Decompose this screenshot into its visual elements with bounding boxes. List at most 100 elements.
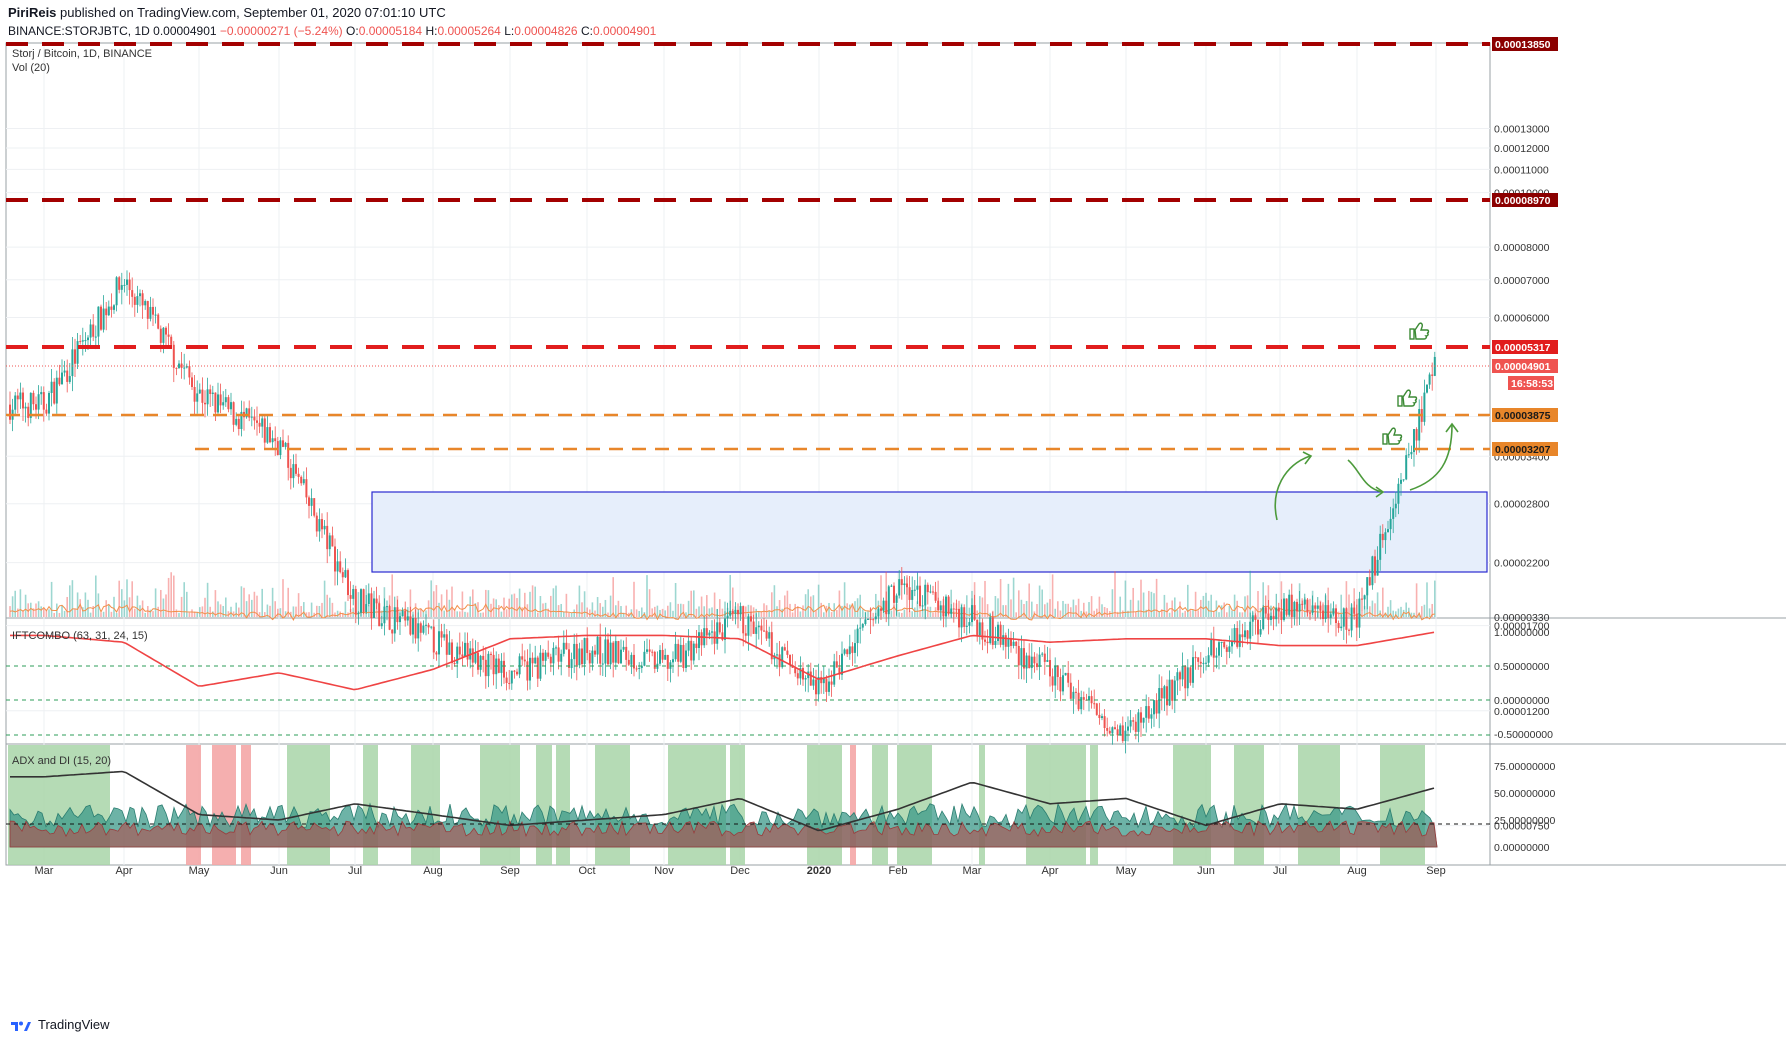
ohlc-l: 0.00004826 bbox=[514, 24, 578, 38]
candle-body bbox=[552, 647, 555, 664]
adx-axis-ticks: 75.0000000050.0000000025.000000000.00000… bbox=[1494, 761, 1555, 854]
candle-body bbox=[568, 649, 570, 668]
candle-body bbox=[24, 406, 27, 409]
candle-body bbox=[651, 651, 654, 653]
candle-body bbox=[448, 642, 451, 655]
volume-bar bbox=[1213, 611, 1215, 617]
volume-bar bbox=[625, 605, 627, 617]
volume-bar bbox=[14, 590, 16, 617]
consolidation-range-box[interactable] bbox=[371, 491, 1488, 573]
volume-bar bbox=[22, 610, 24, 617]
candle-body bbox=[659, 649, 661, 664]
candle-body bbox=[542, 652, 544, 661]
candle-body bbox=[1303, 599, 1306, 605]
candle-body bbox=[978, 622, 981, 636]
volume-bar bbox=[682, 604, 685, 617]
candle-body bbox=[646, 649, 648, 652]
volume-bar bbox=[1218, 612, 1220, 617]
candle-body bbox=[48, 392, 50, 414]
volume-bar bbox=[469, 596, 471, 617]
candle-body bbox=[1059, 677, 1062, 692]
volume-bar bbox=[1184, 610, 1186, 617]
volume-bar bbox=[1202, 595, 1205, 617]
adx-tick-label: 75.00000000 bbox=[1494, 761, 1555, 773]
candle-body bbox=[755, 627, 758, 634]
candle-body bbox=[937, 600, 940, 611]
price-tick-label: 0.00002200 bbox=[1494, 558, 1550, 570]
volume-bar bbox=[984, 580, 986, 617]
candle-body bbox=[1210, 639, 1213, 656]
candle-body bbox=[549, 656, 552, 664]
main-pane-title: Storj / Bitcoin, 1D, BINANCE bbox=[12, 48, 152, 60]
candle-body bbox=[204, 402, 206, 405]
volume-bar bbox=[856, 598, 859, 617]
candle-body bbox=[942, 605, 945, 617]
candle-body bbox=[445, 634, 448, 655]
volume-bar bbox=[1254, 607, 1257, 617]
candle-body bbox=[861, 624, 864, 628]
candle-body bbox=[1426, 384, 1428, 393]
candle-body bbox=[1337, 623, 1340, 629]
arrow-annotations[interactable] bbox=[1274, 422, 1459, 521]
volume-bar bbox=[583, 591, 586, 617]
candle-body bbox=[315, 515, 318, 532]
candle-body bbox=[898, 579, 901, 596]
candle-body bbox=[1041, 653, 1044, 655]
candle-body bbox=[490, 653, 492, 655]
price-tick-label: 0.00007000 bbox=[1494, 275, 1550, 287]
candle-body bbox=[1121, 725, 1124, 742]
volume-bar bbox=[843, 582, 846, 617]
candle-body bbox=[625, 646, 628, 660]
volume-bar bbox=[1197, 610, 1199, 617]
candle-body bbox=[1093, 703, 1096, 705]
candle-body bbox=[1387, 529, 1389, 533]
volume-bar bbox=[11, 596, 14, 617]
candle-body bbox=[1322, 610, 1324, 619]
candle-body bbox=[591, 650, 594, 664]
candle-body bbox=[326, 525, 329, 550]
candle-body bbox=[698, 632, 700, 648]
volume-bar bbox=[1205, 592, 1207, 617]
volume-bar bbox=[550, 595, 552, 617]
price-level-badge-text: 0.00003207 bbox=[1495, 444, 1551, 456]
volume-bar bbox=[282, 579, 284, 617]
candle-body bbox=[196, 393, 199, 402]
candle-body bbox=[1285, 598, 1288, 615]
candle-body bbox=[947, 596, 950, 614]
ohlc-o-label: O: bbox=[346, 24, 359, 38]
volume-bar bbox=[968, 607, 971, 617]
candle-body bbox=[1007, 639, 1010, 647]
volume-bar bbox=[1239, 612, 1241, 617]
candle-body bbox=[776, 654, 778, 656]
candle-body bbox=[1010, 639, 1012, 646]
volume-bar bbox=[500, 611, 503, 617]
candle-body bbox=[1402, 479, 1405, 481]
volume-bar bbox=[893, 605, 895, 617]
volume-bar bbox=[799, 611, 802, 617]
candle-body bbox=[885, 600, 888, 615]
volume-bar bbox=[446, 589, 448, 617]
candle-body bbox=[1179, 672, 1181, 680]
price-level-badge bbox=[1492, 442, 1558, 456]
volume-bar bbox=[1233, 594, 1236, 617]
adx-line bbox=[10, 770, 1435, 832]
candle-body bbox=[92, 324, 95, 337]
price-level-badge-text: 0.00003875 bbox=[1495, 410, 1551, 422]
volume-bar bbox=[1405, 602, 1407, 617]
candle-body bbox=[880, 608, 882, 611]
volume-bar bbox=[685, 612, 687, 617]
candle-body bbox=[932, 591, 934, 593]
candle-body bbox=[1153, 700, 1155, 715]
candle-body bbox=[32, 392, 35, 405]
tradingview-footer[interactable]: TradingView bbox=[10, 1017, 110, 1032]
candle-body bbox=[1275, 607, 1278, 620]
candle-body bbox=[484, 659, 487, 677]
volume-bar bbox=[1426, 582, 1428, 617]
candle-body bbox=[269, 427, 271, 443]
publish-author[interactable]: PiriReis bbox=[8, 5, 57, 20]
candle-body bbox=[1062, 675, 1064, 692]
time-axis-label: Dec bbox=[730, 865, 750, 877]
volume-bar bbox=[518, 588, 521, 617]
arrow-up-2 bbox=[1409, 424, 1453, 491]
